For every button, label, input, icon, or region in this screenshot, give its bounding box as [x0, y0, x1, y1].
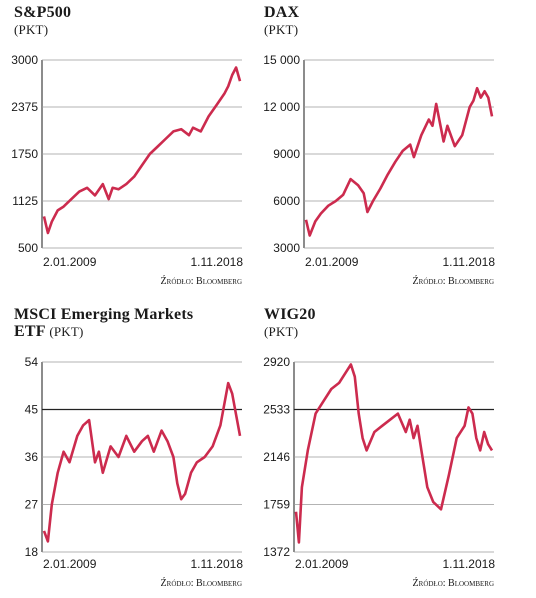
y-tick-label: 2920	[263, 355, 290, 369]
chart-unit: (PKT)	[14, 22, 49, 37]
x-tick-start: 2.01.2009	[43, 557, 97, 571]
y-tick-label: 15 000	[263, 53, 300, 67]
x-tick-start: 2.01.2009	[43, 255, 97, 269]
chart-panel-sp500: S&P500 (PKT) 500 1125 1750 2375 3000 2.01.20…	[11, 4, 264, 296]
chart-source: Źródło: Bloomberg	[160, 578, 242, 589]
y-tick-label: 18	[25, 545, 39, 559]
chart-title-text: MSCI Emerging Markets	[14, 306, 194, 323]
chart-title: DAX (PKT)	[264, 4, 299, 38]
chart-plot: 500 1125 1750 2375 3000 2.01.2009 1.11.2018	[11, 53, 244, 269]
chart-panel-dax: DAX (PKT) 3000 6000 9000 12 000 15 000 2.01.…	[263, 4, 514, 296]
chart-source: Źródło: Bloomberg	[160, 276, 242, 287]
chart-unit: (PKT)	[264, 324, 299, 339]
x-tick-end: 1.11.2018	[443, 557, 496, 571]
y-tick-label: 2146	[263, 450, 290, 464]
x-tick-end: 1.11.2018	[443, 255, 496, 269]
series-line	[42, 381, 242, 543]
y-tick-label: 2533	[263, 403, 290, 417]
chart-title: MSCI Emerging Markets ETF (PKT)	[14, 306, 193, 340]
y-tick-label: 1750	[11, 147, 38, 161]
x-tick-end: 1.11.2018	[191, 557, 244, 571]
chart-title-text: DAX	[264, 4, 300, 21]
chart-plot: 1372 1759 2146 2533 2920 2.01.2009 1.11.2018	[263, 355, 496, 571]
y-tick-label: 1759	[263, 498, 290, 512]
chart-title-text: S&P500	[14, 4, 72, 21]
y-tick-label: 3000	[11, 53, 38, 67]
y-tick-label: 3000	[273, 241, 300, 255]
y-tick-label: 1372	[263, 545, 290, 559]
y-tick-label: 36	[25, 450, 39, 464]
chart-title-line2: ETF	[14, 323, 46, 340]
y-tick-label: 27	[25, 498, 39, 512]
y-tick-label: 6000	[273, 194, 300, 208]
chart-plot: 3000 6000 9000 12 000 15 000 2.01.2009 1.11.…	[263, 53, 496, 269]
y-tick-label: 2375	[11, 100, 38, 114]
y-ticks: 18 27 36 45 54	[25, 355, 242, 559]
chart-title: WIG20 (PKT)	[264, 306, 316, 340]
chart-source: Źródło: Bloomberg	[412, 276, 494, 287]
chart-title: S&P500 (PKT)	[14, 4, 71, 38]
chart-panel-msci-em-etf: MSCI Emerging Markets ETF (PKT) 18 27 36 45…	[14, 306, 264, 596]
x-tick-start: 2.01.2009	[295, 557, 349, 571]
series-line	[294, 363, 494, 544]
chart-title-text: WIG20	[264, 306, 316, 323]
series-line	[42, 66, 242, 235]
y-ticks: 500 1125 1750 2375 3000	[11, 53, 242, 255]
y-ticks: 1372 1759 2146 2533 2920	[263, 355, 494, 559]
x-tick-start: 2.01.2009	[305, 255, 359, 269]
x-tick-end: 1.11.2018	[191, 255, 244, 269]
series-line	[304, 86, 494, 237]
chart-source: Źródło: Bloomberg	[412, 578, 494, 589]
chart-unit: (PKT)	[49, 324, 84, 339]
y-ticks: 3000 6000 9000 12 000 15 000	[263, 53, 494, 255]
chart-panel-wig20: WIG20 (PKT) 1372 1759 2146 2533 2920 2.01.20…	[263, 306, 514, 596]
y-tick-label: 54	[25, 355, 39, 369]
y-tick-label: 45	[25, 403, 39, 417]
y-tick-label: 9000	[273, 147, 300, 161]
y-tick-label: 500	[18, 241, 38, 255]
y-tick-label: 12 000	[263, 100, 300, 114]
chart-plot: 18 27 36 45 54 2.01.2009 1.11.2018	[25, 355, 244, 571]
chart-unit: (PKT)	[264, 22, 299, 37]
y-tick-label: 1125	[12, 194, 38, 208]
